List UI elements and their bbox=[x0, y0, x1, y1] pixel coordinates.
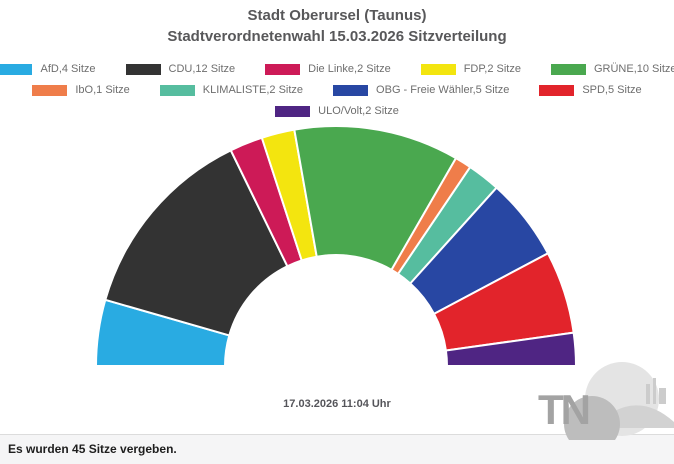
legend-swatch bbox=[420, 63, 456, 75]
segment-Die Linke bbox=[229, 136, 303, 268]
legend-item-SPD: SPD,5 Sitze bbox=[539, 84, 642, 96]
legend-item-ULO/Volt: ULO/Volt,2 Sitze bbox=[275, 105, 399, 117]
legend-swatch bbox=[125, 63, 161, 75]
segment-KLIMALISTE bbox=[396, 165, 499, 285]
segment-OBG - Freie Wähler bbox=[408, 186, 550, 316]
legend-swatch bbox=[550, 63, 586, 75]
watermark-building bbox=[646, 384, 650, 404]
legend-swatch bbox=[265, 63, 301, 75]
legend-item-CDU: CDU,12 Sitze bbox=[125, 63, 236, 75]
legend-label: FDP,2 Sitze bbox=[463, 63, 521, 75]
legend-row-3: ULO/Volt,2 Sitze bbox=[0, 105, 674, 117]
chart-legend: AfD,4 Sitze CDU,12 Sitze Die Linke,2 Sitze… bbox=[0, 63, 674, 126]
segment-SPD bbox=[432, 251, 575, 352]
footer-text: Es wurden 45 Sitze vergeben. bbox=[8, 442, 177, 456]
legend-swatch bbox=[0, 63, 33, 75]
legend-swatch bbox=[159, 84, 195, 96]
legend-item-IbO: IbO,1 Sitze bbox=[32, 84, 130, 96]
title-line-2: Stadtverordnetenwahl 15.03.2026 Sitzvert… bbox=[167, 28, 507, 45]
segment-IbO bbox=[390, 156, 472, 276]
segment-FDP bbox=[260, 128, 318, 262]
legend-swatch bbox=[539, 84, 575, 96]
page-title: Stadt Oberursel (Taunus) Stadtverordnete… bbox=[0, 5, 674, 47]
title-line-1: Stadt Oberursel (Taunus) bbox=[247, 7, 427, 24]
legend-label: CDU,12 Sitze bbox=[168, 63, 236, 75]
legend-swatch bbox=[333, 84, 369, 96]
segment-GRÜNE bbox=[293, 125, 458, 272]
legend-item-AfD: AfD,4 Sitze bbox=[0, 63, 96, 75]
watermark-building bbox=[659, 388, 666, 404]
legend-label: IbO,1 Sitze bbox=[75, 84, 130, 96]
watermark-dark-circle bbox=[564, 396, 620, 440]
legend-row-2: IbO,1 Sitze KLIMALISTE,2 Sitze OBG - Freie… bbox=[0, 84, 674, 96]
legend-label: OBG - Freie Wähler,5 Sitze bbox=[376, 84, 510, 96]
legend-item-GRÜNE: GRÜNE,10 Sitze bbox=[550, 63, 674, 75]
legend-label: Die Linke,2 Sitze bbox=[308, 63, 391, 75]
legend-label: ULO/Volt,2 Sitze bbox=[318, 105, 399, 117]
legend-item-Die Linke: Die Linke,2 Sitze bbox=[265, 63, 391, 75]
legend-row-1: AfD,4 Sitze CDU,12 Sitze Die Linke,2 Sitze… bbox=[0, 63, 674, 75]
watermark-letters: TN bbox=[538, 386, 589, 433]
legend-item-KLIMALISTE: KLIMALISTE,2 Sitze bbox=[159, 84, 304, 96]
timestamp: 17.03.2026 11:04 Uhr bbox=[283, 398, 391, 410]
legend-item-OBG - Freie Wähler: OBG - Freie Wähler,5 Sitze bbox=[333, 84, 509, 96]
legend-label: SPD,5 Sitze bbox=[582, 84, 642, 96]
legend-label: KLIMALISTE,2 Sitze bbox=[202, 84, 304, 96]
segment-CDU bbox=[104, 148, 289, 337]
legend-label: AfD,4 Sitze bbox=[40, 63, 96, 75]
segment-AfD bbox=[94, 298, 231, 367]
watermark-tower bbox=[653, 378, 656, 404]
legend-item-FDP: FDP,2 Sitze bbox=[420, 63, 521, 75]
footer-bar: Es wurden 45 Sitze vergeben. bbox=[0, 434, 674, 464]
legend-swatch bbox=[32, 84, 68, 96]
legend-swatch bbox=[275, 105, 311, 117]
legend-label: GRÜNE,10 Sitze bbox=[593, 63, 674, 75]
tn-logo-watermark: TN bbox=[538, 362, 674, 440]
